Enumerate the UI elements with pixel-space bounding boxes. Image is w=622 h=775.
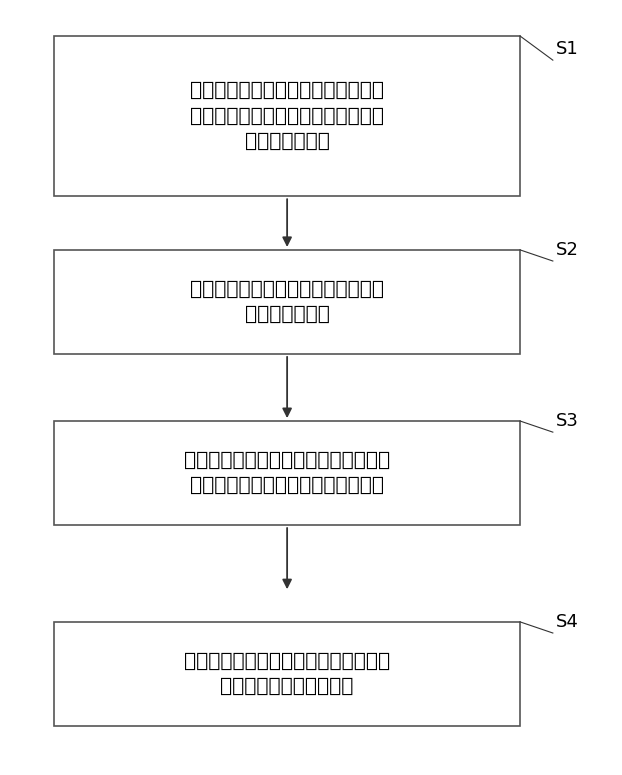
Text: 拍摄目标标定模板的原始畸变图，并: 拍摄目标标定模板的原始畸变图，并 (190, 81, 384, 101)
Text: 畸变校正图实现灰度校正: 畸变校正图实现灰度校正 (220, 677, 354, 696)
Bar (54, 250, 520, 354)
Text: 根据畸变系数求解边缘像素点的新位置: 根据畸变系数求解边缘像素点的新位置 (184, 451, 390, 470)
Text: 利用多次拟合和双线性插值算法对边缘: 利用多次拟合和双线性插值算法对边缘 (184, 652, 390, 671)
Text: S2: S2 (556, 241, 578, 259)
Text: S4: S4 (556, 613, 578, 631)
Bar (54, 36, 520, 196)
Text: 得到畸变边缘图: 得到畸变边缘图 (244, 132, 330, 150)
Text: S1: S1 (556, 40, 578, 58)
Text: 实现位置变换并生成边缘畸变校正图: 实现位置变换并生成边缘畸变校正图 (190, 476, 384, 495)
Text: S3: S3 (556, 412, 578, 430)
Text: 并得出畸变系数: 并得出畸变系数 (244, 305, 330, 324)
Text: 对原始畸变图做阈值分割及边缘提取: 对原始畸变图做阈值分割及边缘提取 (190, 106, 384, 126)
Bar (54, 421, 520, 525)
Text: 根据所述的畸变边缘图建立畸变模型: 根据所述的畸变边缘图建立畸变模型 (190, 280, 384, 299)
Bar (54, 622, 520, 726)
